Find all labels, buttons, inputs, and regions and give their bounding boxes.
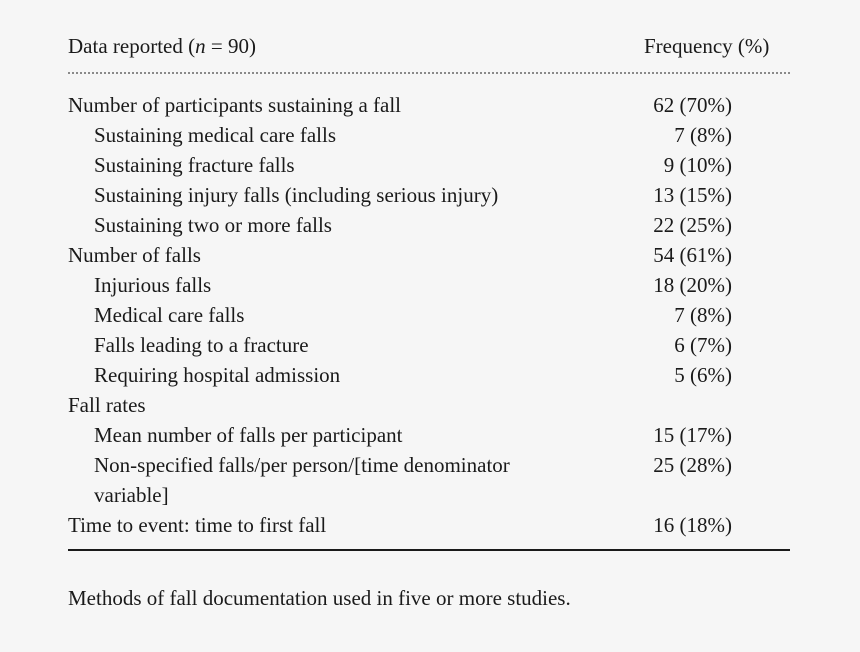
- row-value: 7 (8%): [674, 303, 732, 327]
- row-value: 62 (70%): [653, 93, 732, 117]
- row-value: 7 (8%): [674, 123, 732, 147]
- row-value: 6 (7%): [674, 333, 732, 357]
- table-row: Sustaining fracture falls 9 (10%): [68, 150, 790, 180]
- row-value: 13 (15%): [653, 183, 732, 207]
- row-label: Injurious falls: [94, 273, 212, 297]
- row-label: Time to event: time to first fall: [68, 513, 327, 537]
- row-label: Sustaining fracture falls: [94, 153, 295, 177]
- table-row: Time to event: time to first fall 16 (18…: [68, 510, 790, 540]
- header-frequency: Frequency (%): [644, 34, 770, 58]
- row-value: 22 (25%): [653, 213, 732, 237]
- row-label: Non-specified falls/per person/[time den…: [94, 453, 510, 507]
- table-row: Medical care falls 7 (8%): [68, 300, 790, 330]
- row-label: Mean number of falls per participant: [94, 423, 403, 447]
- row-label: Fall rates: [68, 393, 146, 417]
- row-label: Requiring hospital admission: [94, 363, 341, 387]
- table-row: Injurious falls 18 (20%): [68, 270, 790, 300]
- header-divider: [68, 72, 790, 74]
- header-left-prefix: Data reported (: [68, 34, 196, 58]
- header-left-var: n: [195, 34, 206, 58]
- row-value: 9 (10%): [663, 153, 732, 177]
- table-row: Non-specified falls/per person/[time den…: [68, 450, 790, 510]
- row-label: Number of participants sustaining a fall: [68, 93, 401, 117]
- row-label: Sustaining injury falls (including serio…: [94, 183, 499, 207]
- table-row: Number of participants sustaining a fall…: [68, 90, 790, 120]
- table-row: Sustaining medical care falls 7 (8%): [68, 120, 790, 150]
- row-label: Medical care falls: [94, 303, 245, 327]
- row-value: 25 (28%): [653, 453, 732, 477]
- row-label: Falls leading to a fracture: [94, 333, 309, 357]
- table-row: Sustaining injury falls (including serio…: [68, 180, 790, 210]
- row-label: Number of falls: [68, 243, 201, 267]
- table-row: Falls leading to a fracture 6 (7%): [68, 330, 790, 360]
- row-label: Sustaining two or more falls: [94, 213, 332, 237]
- header-left-suffix: = 90): [205, 34, 256, 58]
- table-row: Sustaining two or more falls 22 (25%): [68, 210, 790, 240]
- table-row: Fall rates: [68, 390, 790, 420]
- row-value: 5 (6%): [674, 363, 732, 387]
- row-value: 18 (20%): [653, 273, 732, 297]
- table-caption: Methods of fall documentation used in fi…: [68, 586, 571, 610]
- table-row: Number of falls 54 (61%): [68, 240, 790, 270]
- data-table: Data reported (n = 90) Frequency (%) Num…: [68, 34, 790, 551]
- header-data-reported: Data reported (n = 90): [68, 34, 256, 59]
- table-row: Requiring hospital admission 5 (6%): [68, 360, 790, 390]
- row-value: 16 (18%): [653, 513, 732, 537]
- table-header: Data reported (n = 90) Frequency (%): [68, 34, 790, 66]
- row-label: Sustaining medical care falls: [94, 123, 337, 147]
- table-bottom-rule: [68, 549, 790, 551]
- row-value: 15 (17%): [653, 423, 732, 447]
- row-value: 54 (61%): [653, 243, 732, 267]
- table-row: Mean number of falls per participant 15 …: [68, 420, 790, 450]
- table-body: Number of participants sustaining a fall…: [68, 90, 790, 540]
